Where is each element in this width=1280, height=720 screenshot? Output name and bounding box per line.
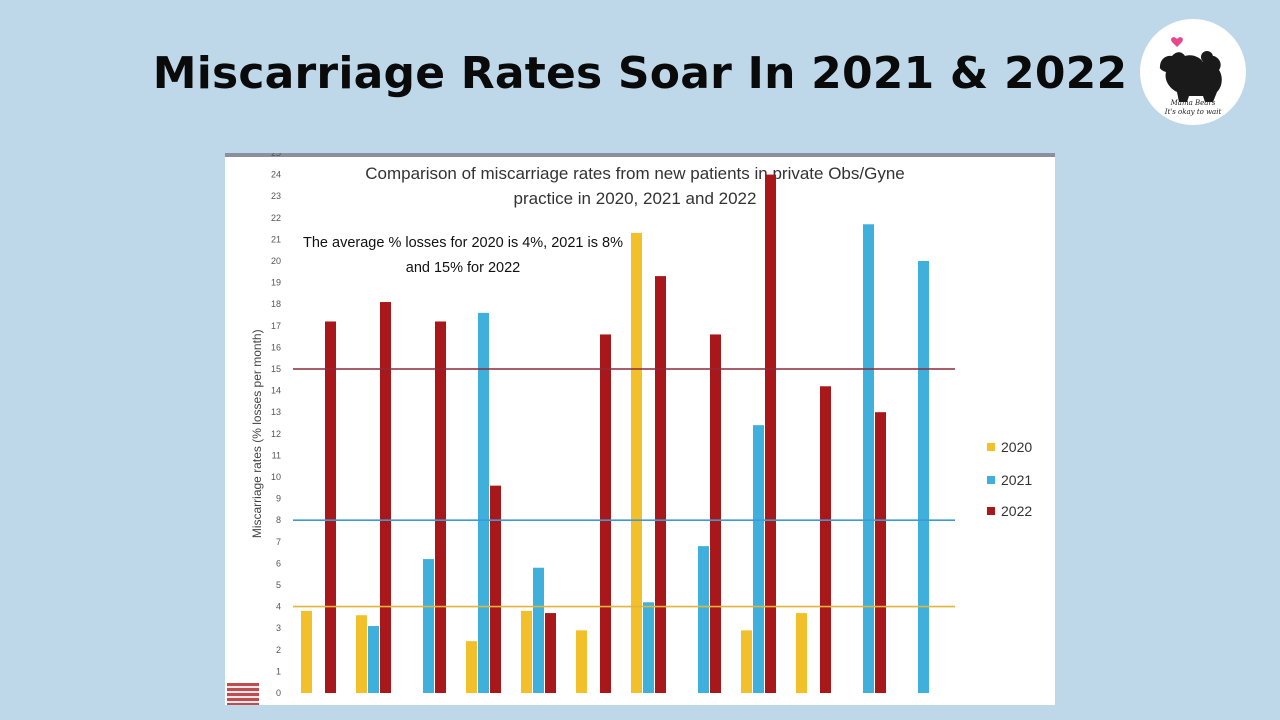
chart-annotation-line2: and 15% for 2022 [405, 260, 521, 276]
chart-panel: Comparison of miscarriage rates from new… [225, 153, 1055, 705]
logo-line2: It's okay to wait [1164, 108, 1222, 116]
bar-2022-4 [490, 485, 501, 693]
bar-2020-6 [576, 630, 587, 693]
y-tick-label: 22 [271, 213, 281, 223]
bar-2020-2 [356, 615, 367, 693]
bar-2022-3 [435, 321, 446, 693]
bar-2021-12 [918, 261, 929, 693]
logo-line1: Mama Bears [1170, 99, 1216, 107]
bar-chart: 0123456789101112131415161718192021222324… [250, 153, 1032, 698]
y-tick-label: 20 [271, 256, 281, 266]
bear-with-cub-heart-icon [1159, 37, 1222, 102]
y-tick-label: 23 [271, 191, 281, 201]
bar-2021-11 [863, 224, 874, 693]
bar-2020-9 [741, 630, 752, 693]
y-tick-label: 25 [271, 153, 281, 158]
bar-2022-7 [655, 276, 666, 693]
y-tick-label: 9 [276, 494, 281, 504]
y-tick-label: 8 [276, 515, 281, 525]
flag-icon [227, 683, 259, 705]
y-tick-label: 17 [271, 321, 281, 331]
bar-2020-5 [521, 610, 532, 693]
bar-2022-5 [545, 613, 556, 693]
y-tick-label: 15 [271, 364, 281, 374]
bar-2020-10 [796, 613, 807, 693]
bar-2021-5 [533, 567, 544, 693]
headline: Miscarriage Rates Soar In 2021 & 2022 [152, 48, 1128, 99]
legend-swatch-2022 [987, 507, 995, 515]
chart-title-line2: practice in 2020, 2021 and 2022 [513, 189, 757, 208]
y-tick-label: 14 [271, 386, 281, 396]
y-tick-label: 11 [272, 450, 281, 460]
bar-2021-3 [423, 559, 434, 693]
bar-2022-1 [325, 321, 336, 693]
y-tick-label: 2 [276, 645, 281, 655]
legend-label-2020: 2020 [1001, 439, 1032, 455]
bar-2021-2 [368, 626, 379, 693]
y-tick-label: 1 [276, 666, 281, 676]
bar-2022-6 [600, 334, 611, 693]
y-tick-label: 10 [271, 472, 281, 482]
y-tick-label: 18 [271, 299, 281, 309]
y-tick-label: 12 [271, 429, 281, 439]
bar-2022-9 [765, 174, 776, 694]
y-tick-label: 7 [276, 537, 281, 547]
legend-label-2021: 2021 [1001, 472, 1032, 488]
chart-annotation: The average % losses for 2020 is 4%, 202… [283, 231, 643, 281]
bar-2020-7 [631, 232, 642, 694]
bar-2021-4 [478, 312, 489, 693]
y-tick-label: 5 [276, 580, 281, 590]
bar-2020-1 [301, 610, 312, 693]
y-tick-label: 0 [276, 688, 281, 698]
y-tick-label: 4 [276, 602, 281, 612]
legend-swatch-2021 [987, 476, 995, 484]
bar-2021-8 [698, 546, 709, 693]
y-axis-label: Miscarriage rates (% losses per month) [250, 329, 264, 538]
bar-2022-10 [820, 386, 831, 693]
y-tick-label: 24 [271, 170, 281, 180]
bar-2022-11 [875, 412, 886, 693]
legend-label-2022: 2022 [1001, 503, 1032, 519]
chart-annotation-line1: The average % losses for 2020 is 4%, 202… [303, 235, 623, 251]
y-tick-label: 13 [271, 407, 281, 417]
y-tick-label: 3 [276, 623, 281, 633]
bar-2021-9 [753, 425, 764, 693]
bar-2022-8 [710, 334, 721, 693]
bar-2021-7 [643, 602, 654, 693]
mama-bears-logo: Mama Bears It's okay to wait [1140, 19, 1246, 125]
y-tick-label: 19 [271, 278, 281, 288]
legend-swatch-2020 [987, 443, 995, 451]
bar-2020-4 [466, 641, 477, 693]
y-tick-label: 16 [271, 342, 281, 352]
chart-top-border [225, 153, 1055, 157]
y-tick-label: 21 [271, 234, 281, 244]
bar-2022-2 [380, 302, 391, 693]
y-tick-label: 6 [276, 558, 281, 568]
